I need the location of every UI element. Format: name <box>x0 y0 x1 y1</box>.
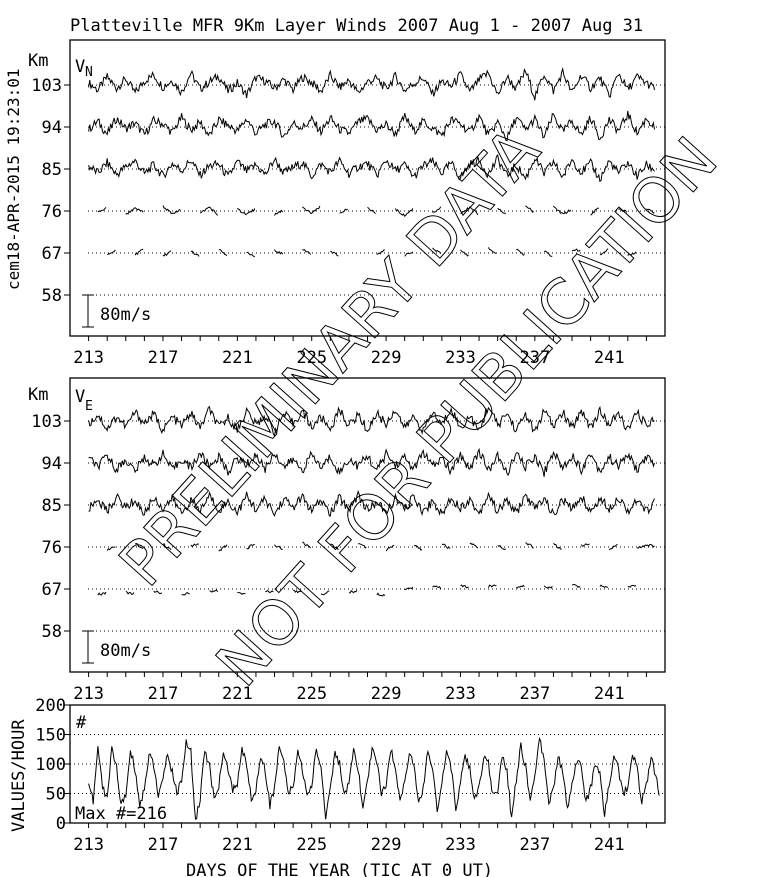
wind-series-85km <box>88 489 655 517</box>
scale-bar <box>82 294 94 328</box>
x-tick-label: 213 <box>73 835 104 855</box>
x-tick-label: 241 <box>594 348 625 368</box>
y-axis-label: VALUES/HOUR <box>9 719 29 832</box>
x-tick-label: 217 <box>148 348 179 368</box>
y-tick-label: 85 <box>42 496 62 516</box>
x-tick-label: 221 <box>222 348 253 368</box>
scale-bar <box>82 630 94 664</box>
x-tick-label: 237 <box>519 348 550 368</box>
y-tick-label: 85 <box>42 160 62 180</box>
y-tick-label: 150 <box>35 726 66 746</box>
wind-series-94km <box>88 110 655 142</box>
wind-series-76km <box>97 205 655 217</box>
values-per-hour-series <box>88 737 660 820</box>
x-tick-label: 229 <box>371 684 402 704</box>
x-tick-label: 225 <box>296 684 327 704</box>
y-tick-label: 94 <box>42 118 62 138</box>
x-tick-label: 229 <box>371 835 402 855</box>
y-tick-label: 100 <box>35 755 66 775</box>
x-tick-label: 221 <box>222 684 253 704</box>
panel-counts: VALUES/HOUR # Max #=216 DAYS OF THE YEAR… <box>9 696 666 877</box>
wind-series-103km <box>88 405 655 438</box>
x-tick-label: 233 <box>445 835 476 855</box>
y-tick-label: 200 <box>35 696 66 716</box>
x-tick-label: 229 <box>371 348 402 368</box>
scale-bar-label: 80m/s <box>100 305 151 325</box>
y-tick-label: 67 <box>42 580 62 600</box>
y-tick-label: 67 <box>42 244 62 264</box>
x-axis-label: DAYS OF THE YEAR (TIC AT 0 UT) <box>186 861 493 877</box>
wind-series-94km <box>88 447 655 477</box>
y-unit-label: Km <box>28 51 48 71</box>
scale-bar-label: 80m/s <box>100 641 151 661</box>
y-tick-label: 50 <box>46 785 66 805</box>
max-annotation: Max #=216 <box>75 804 167 824</box>
x-tick-label: 237 <box>519 835 550 855</box>
x-tick-label: 225 <box>296 835 327 855</box>
y-tick-label: 0 <box>56 814 66 834</box>
x-tick-label: 213 <box>73 684 104 704</box>
panel-subscript: E <box>85 399 93 414</box>
y-tick-label: 58 <box>42 622 62 642</box>
x-tick-label: 241 <box>594 684 625 704</box>
wind-series-76km <box>106 541 655 552</box>
wind-series-103km <box>88 67 655 101</box>
y-tick-label: 103 <box>31 76 62 96</box>
panel-label: V <box>75 57 85 77</box>
x-tick-label: 237 <box>519 684 550 704</box>
panel-vn: Km V N 80m/s 213 217 221 225 229 233 237 241 103… <box>28 39 666 368</box>
x-tick-label: 233 <box>445 348 476 368</box>
y-tick-label: 103 <box>31 412 62 432</box>
watermark: PRELIMINARY DATA NOT FOR PUBLICATION <box>104 113 732 701</box>
y-tick-label: 76 <box>42 538 62 558</box>
wind-series-67km <box>97 583 637 597</box>
chart-title: Platteville MFR 9Km Layer Winds 2007 Aug… <box>70 16 643 36</box>
y-tick-label: 76 <box>42 202 62 222</box>
y-tick-label: 58 <box>42 286 62 306</box>
x-tick-label: 241 <box>594 835 625 855</box>
panel-label: # <box>76 713 87 733</box>
x-tick-label: 217 <box>148 684 179 704</box>
x-tick-label: 233 <box>445 684 476 704</box>
x-tick-label: 217 <box>148 835 179 855</box>
panel-label: V <box>75 387 85 407</box>
wind-series-67km <box>107 247 637 258</box>
wind-series-85km <box>88 154 655 183</box>
x-tick-label: 225 <box>296 348 327 368</box>
side-stamp: cem18-APR-2015 19:23:01 <box>4 68 23 290</box>
x-tick-label: 221 <box>222 835 253 855</box>
x-tick-label: 213 <box>73 348 104 368</box>
panel-ve: Km V E 80m/s 213 217 221 225 229 233 237 241 103… <box>28 377 666 704</box>
y-tick-label: 94 <box>42 454 62 474</box>
panel-subscript: N <box>85 65 93 80</box>
y-unit-label: Km <box>28 385 48 405</box>
